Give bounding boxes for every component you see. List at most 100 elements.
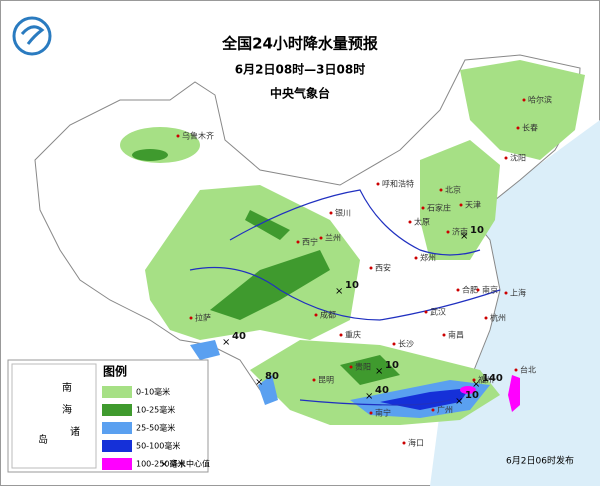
- city-dot: [176, 134, 180, 138]
- city-label: 台北: [520, 365, 536, 375]
- legend-marker-label: 降水中心值: [170, 459, 210, 469]
- city-label: 南昌: [448, 330, 464, 340]
- rain-25-50: [190, 340, 220, 360]
- city-label: 济南: [452, 227, 468, 237]
- legend-label: 0-10毫米: [136, 387, 170, 397]
- city-dot: [446, 230, 450, 234]
- rain-center-value: 10: [385, 360, 399, 371]
- rain-10-25: [245, 210, 290, 240]
- rain-10-25: [132, 149, 168, 161]
- city-label: 长春: [522, 123, 538, 133]
- city-dot: [314, 313, 318, 317]
- city-label: 银川: [335, 208, 351, 218]
- rain-center-value: 40: [232, 331, 246, 342]
- city-dot: [456, 288, 460, 292]
- rain-25-50: [258, 375, 278, 405]
- rain-center-value: 40: [375, 385, 389, 396]
- inset-box: [11, 363, 97, 469]
- city-label: 西宁: [302, 237, 318, 247]
- city-label: 拉萨: [195, 313, 211, 323]
- river: [299, 399, 451, 406]
- city-dot: [339, 333, 343, 337]
- city-dot: [349, 365, 353, 369]
- city-dot: [424, 310, 428, 314]
- city-label: 西安: [375, 263, 391, 273]
- inset-label: 岛: [38, 433, 48, 446]
- rain-center-marker: ×: [222, 337, 230, 348]
- logo: [12, 16, 52, 56]
- city-label: 武汉: [430, 307, 446, 317]
- rain-0-10: [145, 185, 360, 340]
- city-dot: [189, 316, 193, 320]
- city-dot: [369, 411, 373, 415]
- city-dot: [392, 342, 396, 346]
- city-dot: [504, 291, 508, 295]
- city-label: 沈阳: [510, 153, 526, 163]
- river: [229, 189, 481, 256]
- city-label: 合肥: [462, 285, 478, 295]
- legend-marker: ×: [160, 459, 168, 470]
- city-dot: [319, 236, 323, 240]
- city-label: 重庆: [345, 330, 361, 340]
- city-dot: [421, 206, 425, 210]
- rain-areas: [120, 60, 585, 425]
- city-label: 杭州: [490, 313, 506, 323]
- city-label: 南宁: [375, 408, 391, 418]
- rain-center-marker: ×: [455, 396, 463, 407]
- legend: 0-10毫米 10-25毫米 25-50毫米 50-100毫米 100-250毫米× 降水…: [102, 386, 210, 470]
- city-dot: [476, 288, 480, 292]
- city-label: 上海: [510, 288, 526, 298]
- city-dot: [414, 256, 418, 260]
- city-dot: [402, 441, 406, 445]
- city-label: 哈尔滨: [528, 95, 552, 105]
- rain-center-marker: ×: [365, 391, 373, 402]
- inset-label: 诸: [70, 426, 80, 438]
- city-dot: [296, 240, 300, 244]
- city-label: 福州: [478, 376, 494, 385]
- city-label: 太原: [414, 217, 430, 227]
- city-label: 郑州: [420, 253, 436, 263]
- city-dot: [459, 203, 463, 207]
- rain-10-25: [340, 355, 400, 385]
- rain-center-marker: ×: [472, 379, 480, 390]
- legend-label: 50-100毫米: [136, 441, 180, 451]
- legend-swatch: [102, 440, 132, 452]
- city-dot: [516, 126, 520, 130]
- city-label: 贵阳: [355, 362, 371, 372]
- inset-label: 南: [62, 381, 72, 394]
- city-dot: [439, 188, 443, 192]
- city-label: 乌鲁木齐: [182, 131, 214, 141]
- city-dot: [329, 211, 333, 215]
- city-dot: [369, 266, 373, 270]
- city-dot: [472, 378, 476, 382]
- city-dot: [442, 333, 446, 337]
- legend-title: 图例: [103, 364, 127, 379]
- rain-10-25: [210, 250, 330, 320]
- city-dot: [312, 378, 316, 382]
- rain-center-value: 80: [265, 371, 279, 382]
- rain-center-marker: ×: [460, 231, 468, 242]
- legend-label: 100-250毫米: [136, 459, 185, 469]
- city-label: 成都: [320, 310, 336, 320]
- city-dot: [504, 156, 508, 160]
- rain-center-value: 10: [345, 280, 359, 291]
- rain-center-marker: ×: [255, 377, 263, 388]
- rain-100-250: [508, 375, 520, 412]
- title: 全国24小时降水量预报: [221, 35, 378, 53]
- city-dot: [376, 182, 380, 186]
- city-label: 石家庄: [427, 203, 451, 213]
- rain-center-value: 10: [465, 390, 479, 401]
- city-dot: [514, 368, 518, 372]
- rain-0-10: [420, 140, 500, 260]
- rain-center-marker: ×: [335, 286, 343, 297]
- city-label: 呼和浩特: [382, 179, 414, 189]
- city-label: 兰州: [325, 233, 341, 243]
- rain-center-marker: ×: [375, 366, 383, 377]
- rain-0-10: [460, 60, 585, 160]
- city-dot: [408, 220, 412, 224]
- river: [189, 266, 501, 321]
- logo-mark: [20, 25, 45, 45]
- legend-label: 25-50毫米: [136, 423, 175, 433]
